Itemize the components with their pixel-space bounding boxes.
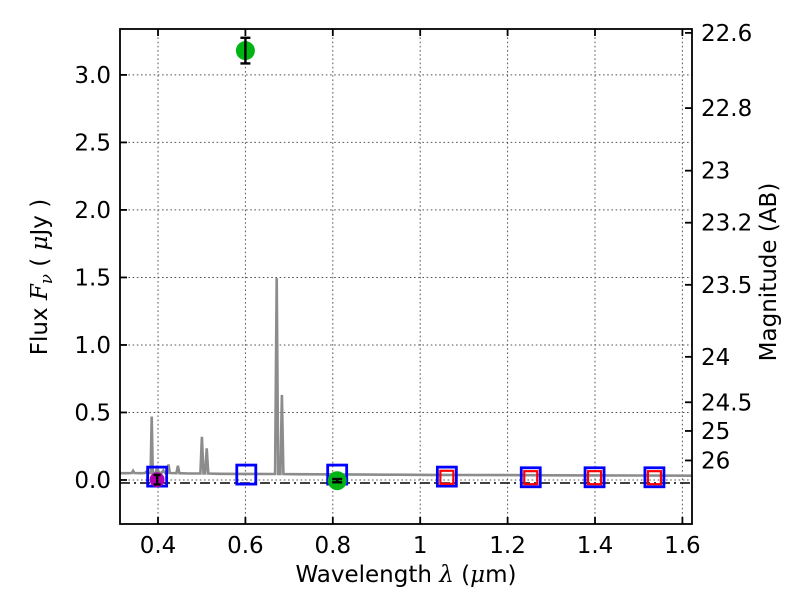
magnitude-tick-label: 23.2 — [701, 211, 752, 237]
flux-tick-label: 2.5 — [74, 130, 111, 156]
photometry-blue-squares-marker — [235, 463, 258, 486]
x-axis-label: Wavelength λ (μm) — [296, 562, 517, 588]
flux-tick-label: 1.0 — [74, 333, 111, 359]
x-tick-label: 1.4 — [577, 533, 614, 559]
photometry-blue-squares-marker — [435, 465, 458, 488]
flux-tick-label: 3.0 — [74, 63, 111, 89]
magnitude-tick-label: 25 — [701, 419, 730, 445]
photometry-red-squares-marker — [523, 470, 539, 486]
flux-tick-label: 2.0 — [74, 198, 111, 224]
flux-tick-label: 1.5 — [74, 265, 111, 291]
magnitude-tick-label: 23 — [701, 159, 730, 185]
x-tick-label: 0.6 — [227, 533, 264, 559]
flux-tick-label: 0.5 — [74, 400, 111, 426]
photometry-red-squares-marker — [439, 469, 455, 485]
plot-border — [119, 28, 693, 525]
magnitude-tick-label: 23.5 — [701, 273, 752, 299]
y-axis-label-flux: Flux Fν ( μJy ) — [27, 199, 56, 355]
x-tick-label: 0.8 — [315, 533, 352, 559]
x-tick-label: 1 — [413, 533, 428, 559]
magnitude-tick-label: 22.8 — [701, 96, 752, 122]
x-tick-label: 1.2 — [489, 533, 526, 559]
magnitude-tick-label: 24 — [701, 345, 730, 371]
y-axis-label-magnitude: Magnitude (AB) — [756, 183, 782, 362]
detection-green-circles — [235, 36, 347, 491]
tick-labels: 0.4 0.6 0.8 1 1.2 1.4 1.6 0.0 0.5 1.0 1.5 2.0 2.5 3.0… — [74, 21, 752, 559]
photometry-red-squares — [439, 469, 663, 486]
photometry-red-squares-marker — [586, 470, 603, 486]
photometry-blue-squares — [146, 463, 666, 489]
photometry-blue-squares-marker — [583, 466, 606, 489]
x-tick-label: 0.4 — [140, 533, 177, 559]
magnitude-tick-label: 22.6 — [701, 21, 752, 47]
photometry-red-squares-marker — [646, 470, 663, 486]
axis-ticks — [120, 29, 692, 524]
magnitude-tick-label: 24.5 — [701, 390, 752, 416]
x-tick-label: 1.6 — [664, 533, 701, 559]
photometry-blue-squares-marker — [643, 466, 666, 489]
detection-magenta-circle — [149, 472, 165, 488]
photometry-blue-squares-marker — [519, 466, 542, 489]
gridlines — [120, 29, 692, 524]
model-spectrum-line — [120, 278, 693, 478]
flux-tick-label: 0.0 — [74, 468, 111, 494]
magnitude-tick-label: 26 — [701, 448, 730, 474]
